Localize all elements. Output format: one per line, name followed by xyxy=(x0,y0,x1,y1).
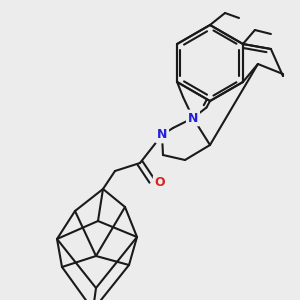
Text: N: N xyxy=(188,112,198,124)
Text: O: O xyxy=(155,176,165,190)
Text: N: N xyxy=(157,128,167,142)
